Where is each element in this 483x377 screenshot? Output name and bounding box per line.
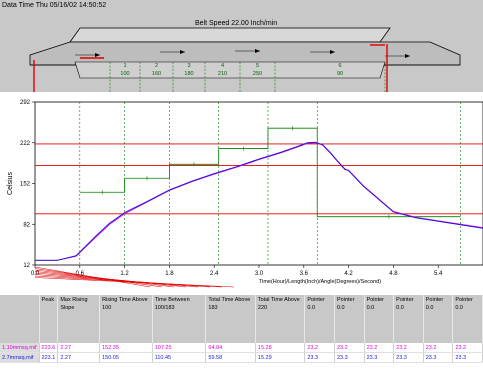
table-cell: 2.27 [57, 352, 101, 363]
oven-belt-diagram: 1 100 2 160 3 180 4 210 5 250 6 90 [29, 27, 461, 92]
datetime-label: Data Time Thu 05/16/02 14:50:52 [2, 2, 107, 9]
x-tick-label-3: 1.8 [165, 271, 174, 277]
table-cell: 23.2 [452, 343, 483, 353]
stats-table: Peak Max Rising Slope Rising Time Above 10… [0, 295, 483, 363]
zone-number-2: 2 [155, 63, 158, 69]
table-header-6: Total Time Above 220 [255, 295, 306, 343]
table-cell: 15.28 [255, 343, 306, 353]
table-header-7: Pointer 0.0 [304, 295, 335, 343]
belt-arrowhead-5 [405, 54, 410, 58]
belt-arrowhead-1 [95, 53, 100, 57]
temperature-profile-chart: 12 82 152 222 292 Celsius 0.0 0.6 1.2 1.8 2.4 3.0 3.… [7, 100, 483, 288]
zone-number-1: 1 [123, 63, 126, 69]
x-tick-label-7: 4.2 [344, 271, 353, 277]
run-name-cell: 1.10mmsq.mif [0, 343, 40, 353]
table-header-8: Pointer 0.0 [334, 295, 365, 343]
oven-top-face [69, 27, 391, 43]
series-line-2 [35, 141, 483, 261]
zone-number-3: 3 [187, 63, 190, 69]
y-axis-label: Celsius [7, 172, 14, 195]
zone-number-6: 6 [338, 63, 341, 69]
table-cell: 23.2 [393, 343, 424, 353]
table-cell: 23.3 [423, 352, 454, 363]
y-tick-label-1: 82 [23, 222, 30, 228]
table-cell: 23.2 [364, 343, 395, 353]
table-cell: 23.3 [304, 352, 335, 363]
table-cell: 152.35 [99, 343, 153, 353]
x-axis-red-guide-5 [34, 274, 211, 288]
table-header-2: Max Rising Slope [57, 295, 101, 343]
table-header-4: Time Between 100/183 [152, 295, 207, 343]
table-cell: 15.29 [255, 352, 306, 363]
table-row[interactable]: 2.7mmsq.mif 223.1 2.27 150.05 110.45 59.58 15.… [0, 352, 483, 363]
zone-number-4: 4 [221, 63, 224, 69]
x-tick-label-0: 0.0 [31, 271, 40, 277]
zone-number-5: 5 [256, 63, 259, 69]
table-cell: 23.3 [452, 352, 483, 363]
belt-arrowhead-2 [180, 50, 185, 54]
belt-speed-label: Belt Speed 22.00 Inch/min [195, 20, 278, 27]
belt-body [29, 41, 461, 66]
oven-front-face [74, 61, 386, 79]
stats-table-area: Peak Max Rising Slope Rising Time Above 10… [0, 293, 483, 377]
table-cell: 23.2 [423, 343, 454, 353]
table-cell: 150.05 [99, 352, 153, 363]
table-cell: 107.25 [152, 343, 207, 353]
table-cell: 23.2 [334, 343, 365, 353]
table-header-11: Pointer 0.0 [423, 295, 454, 343]
table-cell: 23.3 [364, 352, 395, 363]
table-row[interactable]: 1.10mmsq.mif 223.6 2.27 152.35 107.25 64.84 15… [0, 343, 483, 353]
zone-setpoint-6: 90 [337, 71, 343, 77]
table-cell: 59.58 [205, 352, 256, 363]
zone-setpoint-4: 210 [218, 71, 227, 77]
table-header-5: Total Time Above 183 [205, 295, 256, 343]
table-header-10: Pointer 0.0 [393, 295, 424, 343]
y-tick-label-4: 292 [20, 100, 31, 106]
table-header-1: Peak [39, 295, 59, 343]
table-header-9: Pointer 0.0 [364, 295, 395, 343]
zone-setpoint-3: 180 [184, 71, 193, 77]
table-cell: 2.27 [57, 343, 101, 353]
x-tick-label-6: 3.6 [300, 271, 309, 277]
table-cell: 223.6 [39, 343, 59, 353]
x-tick-label-2: 1.2 [120, 271, 129, 277]
table-cell: 23.2 [304, 343, 335, 353]
plot-area [34, 101, 483, 266]
zone-setpoint-5: 250 [253, 71, 262, 77]
table-cell: 23.3 [334, 352, 365, 363]
x-tick-label-8: 4.8 [389, 271, 398, 277]
x-axis-red-guide-7 [34, 277, 235, 288]
x-tick-label-4: 2.4 [210, 271, 219, 277]
table-cell: 23.3 [393, 352, 424, 363]
run-name-cell: 2.7mmsq.mif [0, 352, 40, 363]
zone-setpoint-1: 100 [120, 71, 129, 77]
table-header-12: Pointer 0.0 [452, 295, 483, 343]
belt-arrowhead-4 [330, 50, 335, 54]
x-axis-label: Time(Hour)/Length(Inch)/Angle(Degrees)/S… [259, 279, 381, 285]
x-tick-label-9: 5.4 [434, 271, 443, 277]
x-tick-label-5: 3.0 [255, 271, 264, 277]
table-header-0 [0, 295, 40, 343]
table-cell: 110.45 [152, 352, 207, 363]
y-tick-label-3: 222 [20, 141, 31, 147]
table-cell: 223.1 [39, 352, 59, 363]
table-header-3: Rising Time Above 100 [99, 295, 153, 343]
x-tick-label-1: 0.6 [76, 271, 85, 277]
oven-panel: Data Time Thu 05/16/02 14:50:52 1 100 2 160… [0, 0, 483, 92]
x-axis-red-guide-4 [34, 272, 199, 288]
belt-arrowhead-3 [255, 49, 260, 53]
table-cell: 64.84 [205, 343, 256, 353]
y-tick-label-2: 152 [20, 182, 31, 188]
y-tick-label-0: 12 [23, 263, 30, 269]
zone-setpoint-2: 160 [152, 71, 161, 77]
